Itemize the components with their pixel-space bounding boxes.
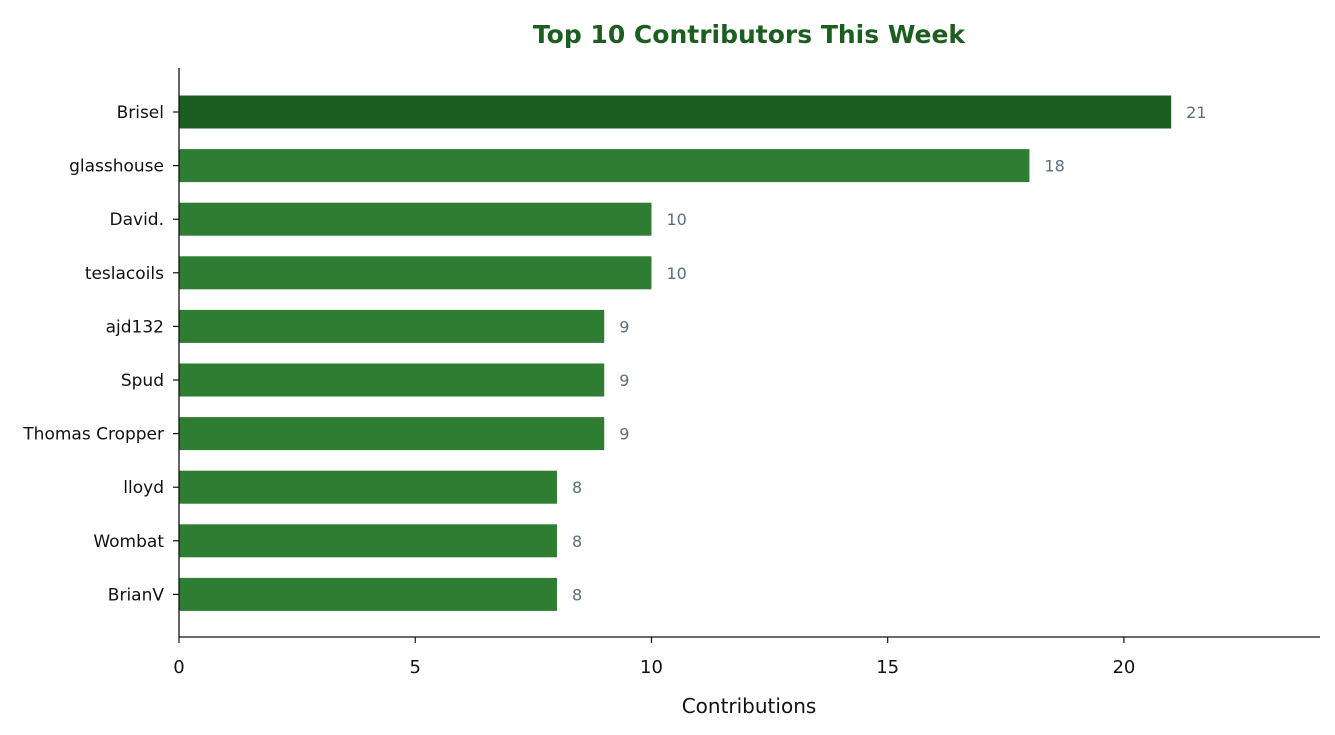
value-label-glasshouse: 18 (1044, 157, 1064, 176)
value-label-brianv: 8 (572, 585, 582, 604)
category-label-brisel: Brisel (117, 103, 164, 123)
value-label-lloyd: 8 (572, 478, 582, 497)
bar-wombat (179, 524, 557, 558)
category-label-thomas-cropper: Thomas Cropper (22, 425, 164, 445)
category-label-brianv: BrianV (108, 585, 165, 605)
category-label-david: David. (110, 210, 165, 230)
category-label-ajd132: ajd132 (106, 317, 164, 337)
x-tick-label-20: 20 (1112, 657, 1135, 678)
x-tick-label-10: 10 (640, 657, 663, 678)
category-label-wombat: Wombat (93, 532, 164, 552)
value-label-wombat: 8 (572, 532, 582, 551)
category-labels: Brisel glasshouse David. teslacoils ajd132 Sp… (22, 103, 179, 605)
value-labels: 21 18 10 10 9 9 9 8 8 8 (572, 103, 1207, 604)
value-label-ajd132: 9 (619, 317, 629, 336)
x-axis-ticks: 0 5 10 15 20 (173, 637, 1135, 678)
bar-lloyd (179, 470, 557, 504)
x-tick-label-0: 0 (173, 657, 184, 678)
bar-brianv (179, 577, 557, 611)
value-label-teslacoils: 10 (666, 264, 686, 283)
category-label-spud: Spud (121, 371, 164, 391)
x-tick-label-15: 15 (876, 657, 899, 678)
category-label-glasshouse: glasshouse (69, 157, 164, 177)
bars-group (179, 95, 1172, 611)
category-label-lloyd: lloyd (123, 478, 164, 498)
category-label-teslacoils: teslacoils (85, 264, 164, 284)
bar-david (179, 202, 652, 236)
value-label-spud: 9 (619, 371, 629, 390)
value-label-thomas-cropper: 9 (619, 425, 629, 444)
chart-title: Top 10 Contributors This Week (533, 20, 967, 49)
bar-ajd132 (179, 309, 605, 343)
value-label-brisel: 21 (1186, 103, 1206, 122)
x-tick-label-5: 5 (410, 657, 421, 678)
bar-brisel (179, 95, 1172, 129)
bar-glasshouse (179, 149, 1030, 183)
bar-thomas-cropper (179, 417, 605, 451)
bar-spud (179, 363, 605, 397)
bar-teslacoils (179, 256, 652, 290)
x-axis-label: Contributions (682, 694, 817, 718)
value-label-david: 10 (666, 210, 686, 229)
